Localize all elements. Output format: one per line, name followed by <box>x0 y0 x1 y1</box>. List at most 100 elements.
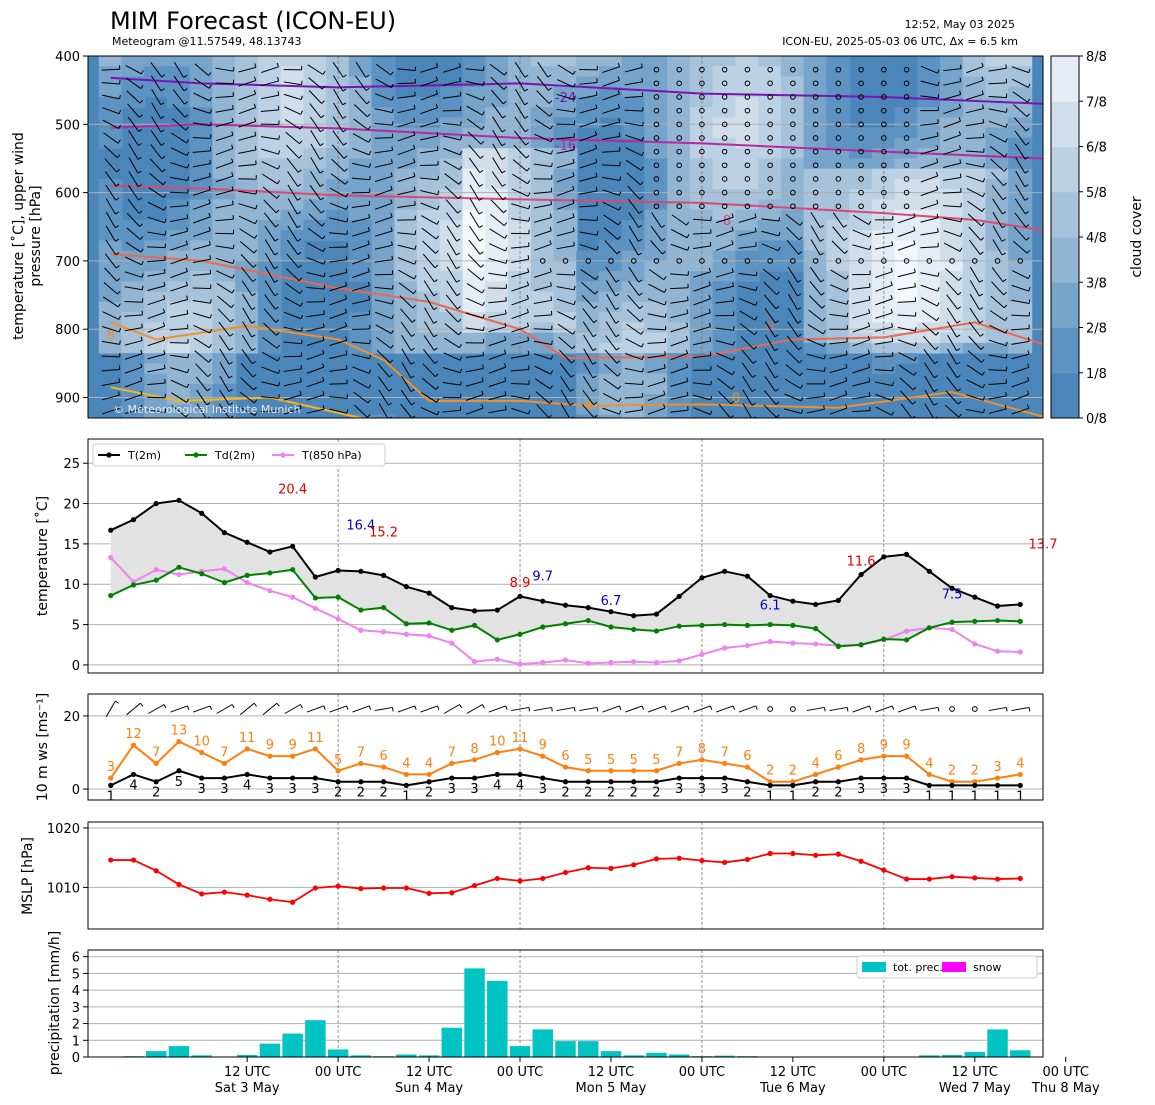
wind-barb <box>169 205 188 208</box>
wind-barb-feather <box>595 158 598 163</box>
wind-barb <box>124 271 143 278</box>
wind-barb-feather <box>936 302 940 307</box>
cloud-cell <box>98 66 123 77</box>
wind-barb-feather <box>229 415 234 418</box>
speed-label: 1 <box>402 789 410 804</box>
wind-barb <box>173 89 185 105</box>
wind-barb-feather <box>186 214 189 219</box>
wind-barb <box>238 93 256 101</box>
wind-barb-feather <box>595 91 598 96</box>
wind-barb <box>990 295 1005 309</box>
wind-barb <box>489 63 505 76</box>
cloud-cell <box>348 189 373 200</box>
cloud-cell <box>780 260 805 272</box>
isotherm-label: -8 <box>718 214 731 229</box>
series-point <box>813 771 819 778</box>
cloud-cell <box>121 342 146 354</box>
cloud-cell <box>621 250 646 262</box>
ytick-label: 0 <box>72 1051 80 1066</box>
wind-barb-feather <box>187 353 189 358</box>
wind-barb-feather <box>297 238 302 242</box>
cloud-cell <box>189 209 214 221</box>
wind-barb-feather <box>595 104 598 109</box>
wind-frame <box>87 693 1044 801</box>
wind-barb-feather <box>436 63 439 68</box>
cloud-cell <box>235 127 260 139</box>
cloud-cell <box>1008 281 1033 293</box>
cloud-cell <box>894 240 919 252</box>
wind-barb <box>216 270 233 279</box>
wind-barb-feather <box>528 395 531 400</box>
wind-barb <box>374 122 393 126</box>
wind-barb-feather <box>892 381 894 386</box>
cloud-cell <box>735 250 760 262</box>
wind-barb-feather <box>933 389 938 393</box>
wind-barb-feather <box>913 226 916 231</box>
wind-barb <box>374 216 393 224</box>
series-point <box>449 605 455 611</box>
wind-barb <box>511 369 530 372</box>
wind-barb-feather <box>137 170 142 174</box>
wind-barb <box>787 321 799 337</box>
wind-barb-feather <box>868 296 871 301</box>
wind-barb-feather <box>957 401 962 405</box>
wind-barb <box>375 324 392 335</box>
wind-barb-feather <box>868 377 871 382</box>
calm-wind-marker <box>608 258 614 264</box>
cloud-cell <box>940 260 965 272</box>
cloud-cell <box>166 86 191 98</box>
wind-barb <box>831 240 846 254</box>
cloud-cell <box>962 342 987 354</box>
wind-barb <box>306 380 325 388</box>
series-point <box>108 527 114 533</box>
cloud-cell <box>735 127 760 139</box>
temperature-ylabel: temperature [˚C] <box>34 496 51 616</box>
wind-barb <box>401 375 412 392</box>
calm-wind-marker <box>1017 258 1024 264</box>
cloud-cell <box>462 219 487 231</box>
wind-barb-feather <box>367 253 370 258</box>
wind-barb <box>875 312 893 319</box>
legend-swatch <box>862 962 886 972</box>
cloud-cell <box>280 230 305 241</box>
wind-barb <box>306 366 325 374</box>
cloud-cell <box>962 260 987 272</box>
wind-barb-feather <box>843 224 848 228</box>
extreme-label: 11.6 <box>847 554 876 569</box>
wind-barb <box>287 184 298 201</box>
wind-barb-feather <box>754 227 757 232</box>
cloud-cell <box>189 353 214 364</box>
wind-barb-feather <box>433 293 438 297</box>
wind-barb <box>147 231 166 236</box>
series-point <box>426 633 432 639</box>
wind-barb <box>875 298 893 306</box>
calm-wind-marker <box>881 107 887 114</box>
ytick-label: 800 <box>55 323 80 338</box>
cloud-cover-field <box>98 56 1033 418</box>
cloud-cell <box>144 76 169 88</box>
series-point <box>1017 875 1023 882</box>
cloud-cell <box>280 76 305 88</box>
cloud-cell <box>98 178 123 190</box>
wind-barb-feather <box>232 244 235 249</box>
calm-wind-marker <box>699 80 705 87</box>
wind-barb <box>966 79 984 87</box>
wind-barb-feather <box>140 404 143 409</box>
wind-barb <box>560 376 571 392</box>
wind-barb <box>512 173 528 185</box>
wind-barb-feather <box>300 327 303 332</box>
wind-barb-feather <box>368 384 372 389</box>
cloud-cell <box>462 107 487 118</box>
wind-barb-feather <box>300 95 303 100</box>
cloud-cell <box>121 373 146 385</box>
wind-barb-feather <box>913 371 917 376</box>
cloud-cell <box>303 117 328 129</box>
calm-wind-marker <box>858 148 864 155</box>
cloud-cell <box>667 230 692 241</box>
wind-barb-feather <box>641 405 644 410</box>
wind-barb <box>738 272 757 277</box>
cloud-cell <box>166 332 191 344</box>
speed-label: 3 <box>857 782 865 797</box>
wind-barb-feather <box>345 255 348 260</box>
